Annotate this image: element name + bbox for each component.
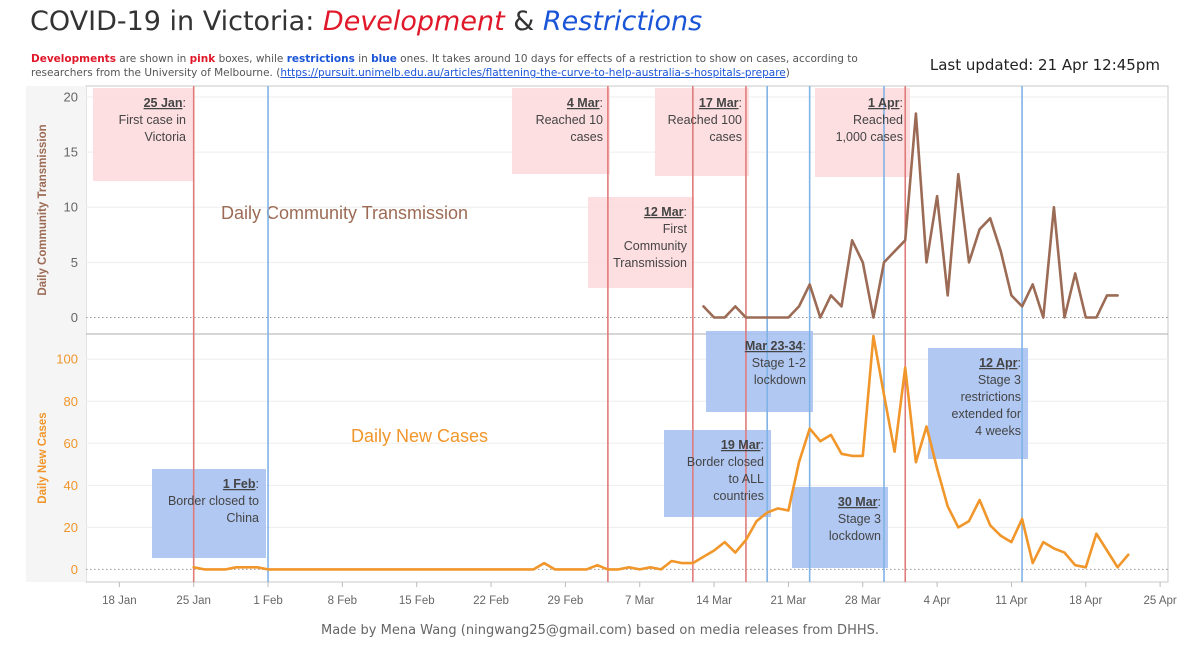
event-box-restriction <box>928 348 1028 459</box>
event-text-line: Victoria <box>145 130 187 144</box>
event-box-development <box>93 88 193 181</box>
title-development: Development <box>322 6 505 37</box>
event-text-line: First <box>663 222 688 236</box>
y-axis-band <box>26 86 86 582</box>
event-date-label: 30 Mar: <box>838 495 881 509</box>
event-text-line: lockdown <box>754 373 806 387</box>
y-tick-label-transmission: 0 <box>71 310 78 325</box>
chart-subtitle: Developments are shown in pink boxes, wh… <box>31 53 858 79</box>
event-text-line: Reached <box>853 113 903 127</box>
y-tick-label-cases: 60 <box>64 436 78 451</box>
event-date-label: 17 Mar: <box>699 96 742 110</box>
event-text-line: Transmission <box>613 256 687 270</box>
y-tick-label-cases: 40 <box>64 478 78 493</box>
y-tick-label-transmission: 5 <box>71 255 78 270</box>
event-date-label: 12 Apr: <box>979 356 1021 370</box>
event-box-development <box>655 88 749 176</box>
event-date-label: 1 Apr: <box>868 96 903 110</box>
x-tick-label: 28 Mar <box>845 595 881 607</box>
event-date-label: 1 Feb: <box>223 477 259 491</box>
event-box-development <box>588 197 694 288</box>
event-date-label: Mar 23-34: <box>745 339 806 353</box>
y-tick-label-cases: 100 <box>56 352 78 367</box>
event-text-line: Community <box>624 239 688 253</box>
chart-title: COVID-19 in Victoria: Development & Rest… <box>30 6 703 37</box>
event-box-restriction <box>664 430 771 517</box>
y-tick-label-cases: 0 <box>71 562 78 577</box>
series-line-cases <box>192 334 1130 571</box>
event-date-label: 12 Mar: <box>644 205 687 219</box>
event-text-line: extended for <box>952 407 1022 421</box>
event-text-line: Stage 3 <box>838 512 881 526</box>
y-tick-label-transmission: 10 <box>64 200 78 215</box>
series-line-transmission <box>702 112 1119 319</box>
panel-label-transmission: Daily Community Transmission <box>221 203 468 223</box>
y-tick-label-cases: 80 <box>64 394 78 409</box>
event-text-line: 1,000 cases <box>836 130 903 144</box>
x-tick-label: 11 Apr <box>995 595 1028 607</box>
x-tick-label: 1 Feb <box>253 595 282 607</box>
event-box-restriction <box>152 469 266 558</box>
x-tick-label: 18 Apr <box>1069 595 1102 607</box>
x-tick-label: 21 Mar <box>771 595 807 607</box>
event-text-line: Border closed <box>687 455 764 469</box>
event-text-line: cases <box>709 130 742 144</box>
event-text-line: Reached 10 <box>536 113 603 127</box>
event-text-line: Reached 100 <box>668 113 742 127</box>
event-text-line: 4 weeks <box>975 424 1021 438</box>
last-updated: Last updated: 21 Apr 12:45pm <box>929 56 1160 74</box>
x-tick-label: 14 Mar <box>696 595 732 607</box>
event-text-line: Stage 1-2 <box>752 356 806 370</box>
event-box-restriction <box>706 331 813 412</box>
title-restrictions: Restrictions <box>542 6 703 37</box>
y-tick-label-transmission: 15 <box>64 145 78 160</box>
event-box-restriction <box>792 487 888 568</box>
event-text-line: Stage 3 <box>978 373 1021 387</box>
event-text-line: to ALL <box>729 472 764 486</box>
event-text-line: Border closed to <box>168 494 259 508</box>
x-tick-label: 22 Feb <box>473 595 509 607</box>
panel-label-cases: Daily New Cases <box>351 426 488 446</box>
event-box-development <box>815 88 910 177</box>
event-boxes <box>93 88 1028 568</box>
event-date-label: 19 Mar: <box>721 438 764 452</box>
footer-credit: Made by Mena Wang (ningwang25@gmail.com)… <box>320 623 880 638</box>
event-text-line: China <box>226 511 259 525</box>
x-tick-label: 15 Feb <box>399 595 435 607</box>
y-tick-label-cases: 20 <box>64 520 78 535</box>
y-axis-label-transmission: Daily Community Transmission <box>37 124 49 295</box>
y-axis-label-cases: Daily New Cases <box>37 412 49 503</box>
event-text-line: restrictions <box>961 390 1021 404</box>
x-tick-label: 25 Jan <box>176 595 211 607</box>
event-text-line: cases <box>570 130 603 144</box>
x-tick-label: 4 Apr <box>924 595 951 607</box>
event-date-label: 4 Mar: <box>567 96 603 110</box>
y-tick-label-transmission: 20 <box>64 90 78 105</box>
x-tick-label: 8 Feb <box>328 595 357 607</box>
x-tick-label: 7 Mar <box>625 595 655 607</box>
x-tick-label: 18 Jan <box>102 595 137 607</box>
x-tick-label: 29 Feb <box>547 595 583 607</box>
event-box-development <box>512 88 610 174</box>
event-date-label: 25 Jan: <box>144 96 186 110</box>
event-text-line: lockdown <box>829 529 881 543</box>
source-link[interactable]: https://pursuit.unimelb.edu.au/articles/… <box>280 67 786 79</box>
event-text-line: countries <box>713 489 764 503</box>
x-tick-label: 25 Apr <box>1143 595 1176 607</box>
event-text-line: First case in <box>119 113 186 127</box>
